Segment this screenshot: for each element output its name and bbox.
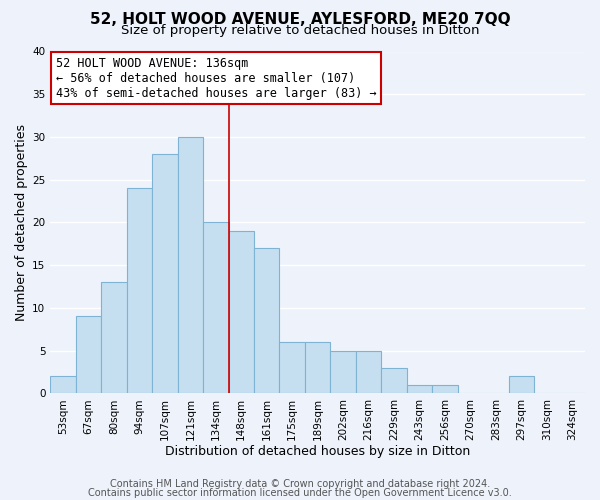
Bar — [76, 316, 101, 394]
Bar — [203, 222, 229, 394]
X-axis label: Distribution of detached houses by size in Ditton: Distribution of detached houses by size … — [165, 444, 470, 458]
Bar — [229, 231, 254, 394]
Bar — [280, 342, 305, 394]
Bar — [407, 385, 432, 394]
Bar — [127, 188, 152, 394]
Text: 52, HOLT WOOD AVENUE, AYLESFORD, ME20 7QQ: 52, HOLT WOOD AVENUE, AYLESFORD, ME20 7Q… — [89, 12, 511, 28]
Bar — [331, 350, 356, 394]
Text: Contains public sector information licensed under the Open Government Licence v3: Contains public sector information licen… — [88, 488, 512, 498]
Bar — [254, 248, 280, 394]
Bar — [381, 368, 407, 394]
Bar — [509, 376, 534, 394]
Text: Size of property relative to detached houses in Ditton: Size of property relative to detached ho… — [121, 24, 479, 37]
Bar — [152, 154, 178, 394]
Bar — [305, 342, 331, 394]
Bar — [178, 137, 203, 394]
Text: Contains HM Land Registry data © Crown copyright and database right 2024.: Contains HM Land Registry data © Crown c… — [110, 479, 490, 489]
Bar — [432, 385, 458, 394]
Bar — [50, 376, 76, 394]
Bar — [101, 282, 127, 394]
Text: 52 HOLT WOOD AVENUE: 136sqm
← 56% of detached houses are smaller (107)
43% of se: 52 HOLT WOOD AVENUE: 136sqm ← 56% of det… — [56, 56, 376, 100]
Y-axis label: Number of detached properties: Number of detached properties — [15, 124, 28, 321]
Bar — [356, 350, 381, 394]
